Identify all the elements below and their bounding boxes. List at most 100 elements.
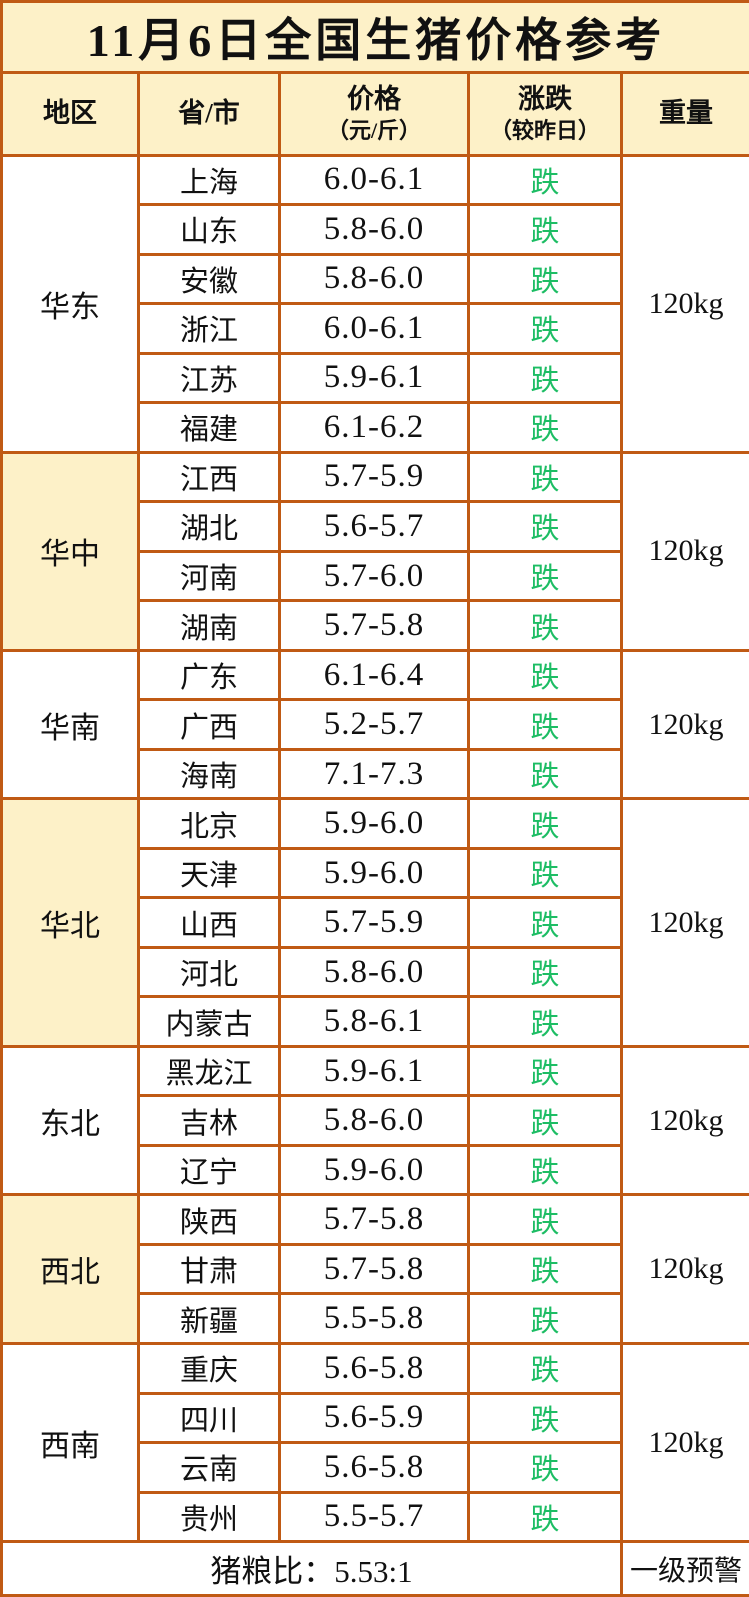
weight-cell: 120kg	[619, 797, 749, 1048]
change-cell: 跌	[467, 1242, 623, 1296]
province-cell: 陕西	[137, 1193, 281, 1246]
table-row: 贵州 5.5-5.7 跌	[2, 1490, 749, 1544]
province-cell: 贵州	[137, 1490, 281, 1544]
price-cell: 5.8-6.0	[278, 203, 470, 256]
price-cell: 5.6-5.9	[278, 1391, 470, 1445]
weight-cell: 120kg	[619, 1341, 749, 1544]
price-cell: 5.7-5.8	[278, 1242, 470, 1296]
province-cell: 重庆	[137, 1342, 281, 1395]
weight-cell: 120kg	[619, 1193, 749, 1345]
pig-grain-ratio: 猪粮比：5.53:1	[0, 1540, 623, 1597]
table-row: 甘肃 5.7-5.8 跌	[2, 1242, 749, 1296]
price-cell: 6.1-6.2	[278, 401, 470, 454]
weight-cell: 120kg	[619, 450, 749, 652]
table-row: 华北 北京 5.9-6.0 跌 120kg	[0, 797, 749, 1048]
province-cell: 新疆	[137, 1292, 281, 1345]
price-cell: 5.7-5.9	[278, 896, 470, 949]
warning-level-badge: 一级预警	[619, 1540, 749, 1597]
province-cell: 湖南	[137, 599, 281, 652]
region-cell: 华南	[0, 648, 140, 801]
change-cell: 跌	[467, 351, 623, 405]
province-cell: 安徽	[137, 252, 281, 306]
change-cell: 跌	[467, 1441, 623, 1494]
table-row: 天津 5.9-6.0 跌	[2, 846, 749, 900]
region-cell: 华东	[0, 153, 140, 454]
province-cell: 北京	[137, 797, 281, 850]
price-cell: 6.0-6.1	[278, 302, 470, 355]
price-cell: 5.7-5.8	[278, 599, 470, 652]
price-cell: 5.6-5.8	[278, 1342, 470, 1395]
price-cell: 5.9-6.0	[278, 797, 470, 850]
change-cell: 跌	[467, 1143, 623, 1197]
table-row: 内蒙古 5.8-6.1 跌	[2, 995, 749, 1048]
column-header-row: 地区 省/市 价格 （元/斤） 涨跌 （较昨日） 重量	[0, 70, 749, 157]
change-cell: 跌	[467, 945, 623, 999]
col-header-change-label: 涨跌	[518, 84, 572, 115]
price-cell: 5.5-5.8	[278, 1292, 470, 1345]
price-cell: 5.8-6.0	[278, 1094, 470, 1147]
table-row: 安徽 5.8-6.0 跌	[2, 252, 749, 306]
change-cell: 跌	[467, 203, 623, 256]
price-cell: 5.9-6.0	[278, 846, 470, 900]
col-header-price-label: 价格	[347, 84, 401, 115]
region-cell: 华中	[0, 450, 140, 652]
change-cell: 跌	[467, 549, 623, 603]
change-cell: 跌	[467, 401, 623, 454]
province-cell: 河北	[137, 945, 281, 999]
change-cell: 跌	[467, 896, 623, 949]
change-cell: 跌	[467, 599, 623, 652]
change-cell: 跌	[467, 450, 623, 504]
change-cell: 跌	[467, 1292, 623, 1345]
table-row: 西南 重庆 5.6-5.8 跌 120kg	[0, 1341, 749, 1544]
province-cell: 吉林	[137, 1094, 281, 1147]
price-cell: 5.7-5.8	[278, 1193, 470, 1246]
province-cell: 江苏	[137, 351, 281, 405]
weight-cell: 120kg	[619, 153, 749, 454]
price-cell: 5.6-5.8	[278, 1441, 470, 1494]
change-cell: 跌	[467, 1044, 623, 1098]
table-row: 华东 上海 6.0-6.1 跌 120kg	[0, 153, 749, 454]
province-cell: 海南	[137, 747, 281, 801]
region-cell: 华北	[0, 797, 140, 1048]
change-cell: 跌	[467, 500, 623, 553]
table-row: 辽宁 5.9-6.0 跌	[2, 1143, 749, 1197]
table-row: 山东 5.8-6.0 跌	[2, 203, 749, 256]
page-title: 11月6日全国生猪价格参考	[0, 0, 749, 74]
price-cell: 5.5-5.7	[278, 1490, 470, 1544]
col-header-price-unit: （元/斤）	[326, 117, 422, 143]
col-header-weight: 重量	[619, 70, 749, 157]
price-cell: 6.0-6.1	[278, 153, 470, 207]
price-cell: 5.9-6.1	[278, 351, 470, 405]
price-cell: 5.2-5.7	[278, 698, 470, 751]
change-cell: 跌	[467, 797, 623, 850]
price-cell: 5.7-6.0	[278, 549, 470, 603]
price-cell: 5.9-6.0	[278, 1143, 470, 1197]
change-cell: 跌	[467, 846, 623, 900]
table-row: 河北 5.8-6.0 跌	[2, 945, 749, 999]
province-cell: 河南	[137, 549, 281, 603]
price-cell: 5.8-6.1	[278, 995, 470, 1048]
footer-row: 猪粮比：5.53:1 一级预警	[0, 1540, 749, 1597]
province-cell: 山东	[137, 203, 281, 256]
price-cell: 5.9-6.1	[278, 1044, 470, 1098]
table-row: 江苏 5.9-6.1 跌	[2, 351, 749, 405]
province-cell: 甘肃	[137, 1242, 281, 1296]
change-cell: 跌	[467, 153, 623, 207]
change-cell: 跌	[467, 1342, 623, 1395]
title-row: 11月6日全国生猪价格参考	[0, 0, 749, 74]
table-row: 山西 5.7-5.9 跌	[2, 896, 749, 949]
province-cell: 四川	[137, 1391, 281, 1445]
col-header-region: 地区	[0, 70, 140, 157]
table-row: 东北 黑龙江 5.9-6.1 跌 120kg	[0, 1044, 749, 1197]
province-cell: 福建	[137, 401, 281, 454]
province-cell: 广西	[137, 698, 281, 751]
price-table-body: 华东 上海 6.0-6.1 跌 120kg 山东 5.8-6.0 跌安徽 5.8-6.0 跌浙江 6…	[0, 153, 749, 1544]
price-cell: 6.1-6.4	[278, 648, 470, 702]
price-cell: 5.8-6.0	[278, 945, 470, 999]
table-row: 吉林 5.8-6.0 跌	[2, 1094, 749, 1147]
table-row: 湖南 5.7-5.8 跌	[2, 599, 749, 652]
price-cell: 7.1-7.3	[278, 747, 470, 801]
change-cell: 跌	[467, 1193, 623, 1246]
change-cell: 跌	[467, 1094, 623, 1147]
